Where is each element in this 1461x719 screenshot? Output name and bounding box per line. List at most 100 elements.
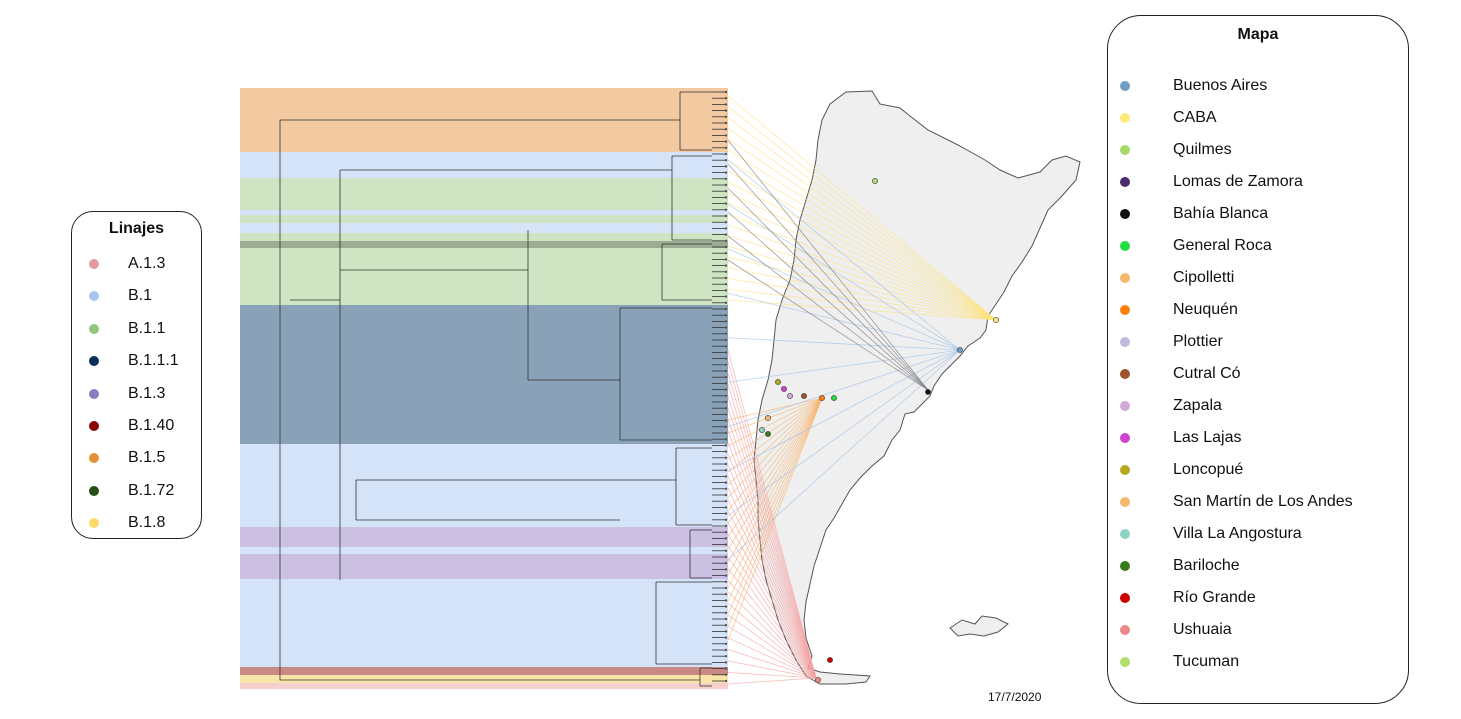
location-markers [759,178,999,683]
tree-tip [724,611,728,614]
tree-tip [724,537,728,540]
tree-map-link [727,407,817,679]
tree-tip [724,493,728,497]
tree-tip [724,444,728,447]
tree-map-link [727,117,997,321]
legend-item: Bahía Blanca [1120,203,1268,225]
tree-tip [724,500,728,503]
argentina-map [753,90,1081,685]
tree-map-link [727,349,961,428]
legend-swatch [1120,561,1130,571]
tree-tip [724,134,728,137]
tree-map-link [727,441,817,679]
tree-tip [724,431,728,435]
legend-label: B.1.5 [128,449,166,467]
legend-swatch [1120,273,1130,283]
legend-item: Cipolletti [1120,267,1234,289]
map-legend: Mapa Buenos Aires CABA Quilmes Lomas de Zam… [1107,15,1409,704]
tree-tip [724,512,728,515]
tree-map-link [727,204,961,351]
tree-map-link [727,397,823,589]
tree-map-link [727,292,961,351]
tree-tip [724,97,728,100]
legend-swatch [1120,497,1130,507]
tree-tip [724,593,728,596]
lineage-band [240,178,728,210]
tree-map-link [727,397,823,524]
tree-tip [724,419,728,422]
tree-tip [724,239,728,242]
legend-label: Villa La Angostura [1173,525,1302,542]
tree-tip [724,407,728,410]
tree-map-link [727,430,817,679]
tree-tip [724,146,728,149]
legend-item: Quilmes [1120,139,1232,161]
legend-swatch [1120,657,1130,667]
tree-map-link [727,397,823,628]
tree-tip [724,357,728,360]
legend-swatch [1120,625,1130,635]
location-marker [957,347,963,353]
legend-label: CABA [1173,109,1217,126]
tree-map-link [727,603,817,679]
tree-tip [724,624,728,627]
tree-map-link [727,106,997,321]
tree-tip [724,438,728,441]
legend-item: B.1.3 [89,383,165,405]
tree-map-link [727,672,817,679]
legend-swatch [89,485,99,496]
tree-tip [724,518,728,521]
location-marker [775,379,781,385]
legend-swatch [1120,401,1130,411]
tree-tip [724,661,728,664]
legend-label: Quilmes [1173,141,1232,158]
lineage-band [240,241,728,248]
lineage-band [240,675,728,683]
tree-map-link [727,278,997,321]
tree-map-link [727,213,997,321]
tree-map-link [727,660,817,679]
tree-tip [724,320,728,323]
tree-tip [724,655,728,658]
tree-map-link [727,649,817,679]
lineage-band [240,152,728,178]
legend-swatch [1120,177,1130,187]
tree-tip [724,276,728,280]
tree-map-link [727,397,823,641]
legend-label: Bariloche [1173,557,1240,574]
legend-label: Tucuman [1173,653,1240,670]
tree-tip [724,140,728,143]
tree-tip [724,673,728,676]
legend-label: Neuquén [1173,301,1238,318]
tree-tip [724,543,728,546]
tree-map-link [727,372,817,679]
tree-to-map-links [727,95,997,685]
tree-tip [724,252,728,255]
legend-swatch [1120,305,1130,315]
legend-label: Plottier [1173,333,1223,350]
legend-label: Bahía Blanca [1173,205,1269,222]
legend-item: Villa La Angostura [1120,523,1302,545]
tree-tip [724,314,728,317]
tree-map-link [727,349,961,472]
legend-item: Lomas de Zamora [1120,171,1303,193]
tree-tip [724,171,728,174]
location-marker [759,427,765,433]
tree-tip [724,196,728,199]
lineage-band [240,223,728,233]
legend-label: B.1.3 [128,384,166,402]
tree-tip [724,307,728,311]
legend-swatch [89,518,99,529]
lineage-bands [240,88,728,689]
legend-label: B.1 [128,287,153,305]
tree-tip [724,369,728,373]
tree-map-link [727,349,817,679]
tree-tip [724,586,728,590]
tree-tip [724,121,728,125]
tree-map-link [727,211,929,391]
tree-tip [724,363,728,366]
tree-tip [724,345,728,348]
tree-tip [724,617,728,621]
tree-tip [724,487,728,490]
tree-map-link [727,453,817,679]
